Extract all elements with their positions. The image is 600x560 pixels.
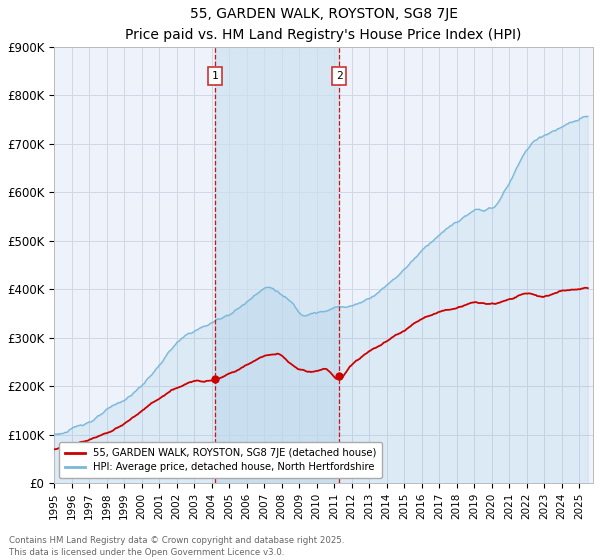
Title: 55, GARDEN WALK, ROYSTON, SG8 7JE
Price paid vs. HM Land Registry's House Price : 55, GARDEN WALK, ROYSTON, SG8 7JE Price …: [125, 7, 522, 41]
Bar: [215, 47, 339, 483]
Text: Contains HM Land Registry data © Crown copyright and database right 2025.
This d: Contains HM Land Registry data © Crown c…: [9, 536, 344, 557]
Text: 2: 2: [336, 71, 343, 81]
Text: 1: 1: [211, 71, 218, 81]
Legend: 55, GARDEN WALK, ROYSTON, SG8 7JE (detached house), HPI: Average price, detached: 55, GARDEN WALK, ROYSTON, SG8 7JE (detac…: [59, 442, 382, 478]
